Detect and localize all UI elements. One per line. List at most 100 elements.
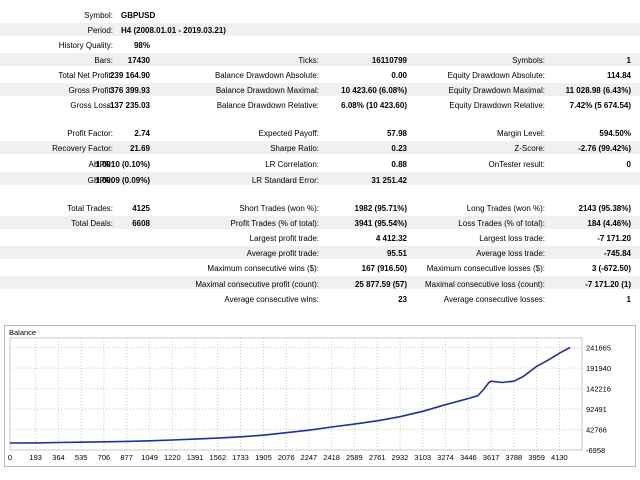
ghpr-value: 1.0009 (0.09%): [95, 176, 150, 185]
ahpr-label: AHPR:: [88, 160, 113, 169]
x-tick-label: 2932: [392, 453, 409, 462]
history-quality-value: 98%: [133, 41, 150, 50]
row-stripe: [0, 172, 640, 185]
y-tick-label: 142216: [586, 385, 611, 394]
x-tick-label: 1049: [141, 453, 158, 462]
x-tick-label: 2076: [278, 453, 295, 462]
x-tick-label: 3446: [460, 453, 477, 462]
sharpe-ratio-label: Sharpe Ratio:: [270, 144, 319, 153]
total-deals-label: Total Deals:: [71, 219, 113, 228]
gross-loss-label: Gross Loss:: [70, 101, 113, 110]
largest-profit-label: Largest profit trade:: [249, 234, 319, 243]
z-score-value: -2.76 (99.42%): [578, 144, 631, 153]
x-tick-label: 2418: [323, 453, 340, 462]
row-stripe: [0, 216, 640, 229]
loss-trades-label: Loss Trades (% of total):: [458, 219, 545, 228]
balance-chart: Balance 241665 191940 142216 92491 42766 -695…: [4, 325, 636, 467]
x-tick-label: 1562: [209, 453, 226, 462]
row-stripe: [0, 276, 640, 289]
net-profit-value: 239 164.90: [109, 71, 150, 80]
x-tick-label: 535: [75, 453, 88, 462]
row-stripe: [0, 23, 640, 36]
balance-dd-abs-label: Balance Drawdown Absolute:: [214, 71, 319, 80]
period-value: H4 (2008.01.01 - 2019.03.21): [121, 26, 226, 35]
gross-profit-label: Gross Profit:: [68, 86, 113, 95]
symbol-label: Symbol:: [84, 11, 113, 20]
average-consecutive-losses-value: 1: [626, 295, 631, 304]
x-tick-label: 3617: [483, 453, 500, 462]
gross-profit-value: 376 399.93: [109, 86, 150, 95]
average-profit-value: 95.51: [386, 249, 407, 258]
total-trades-value: 4125: [132, 204, 150, 213]
symbols-value: 1: [626, 56, 631, 65]
x-tick-label: 2247: [301, 453, 318, 462]
x-tick-label: 3274: [437, 453, 454, 462]
largest-profit-value: 4 412.32: [375, 234, 407, 243]
equity-dd-abs-label: Equity Drawdown Absolute:: [447, 71, 545, 80]
average-consecutive-wins-value: 23: [398, 295, 407, 304]
y-tick-label: 191940: [586, 364, 611, 373]
profit-factor-label: Profit Factor:: [67, 129, 113, 138]
maximal-consecutive-loss-value: -7 171.20 (1): [585, 280, 631, 289]
y-tick-label: 92491: [586, 405, 607, 414]
profit-trades-label: Profit Trades (% of total):: [230, 219, 319, 228]
long-trades-label: Long Trades (won %):: [466, 204, 545, 213]
maximal-consecutive-loss-label: Maximal consecutive loss (count):: [424, 280, 545, 289]
lr-correlation-label: LR Correlation:: [265, 160, 319, 169]
average-profit-label: Average profit trade:: [246, 249, 319, 258]
maximal-consecutive-profit-label: Maximal consecutive profit (count):: [195, 280, 319, 289]
y-tick-label: -6958: [586, 446, 605, 455]
balance-dd-rel-label: Balance Drawdown Relative:: [216, 101, 319, 110]
profit-trades-value: 3941 (95.54%): [354, 219, 407, 228]
gross-loss-value: -137 235.03: [107, 101, 150, 110]
max-consecutive-wins-value: 167 (916.50): [361, 264, 407, 273]
loss-trades-value: 184 (4.46%): [587, 219, 631, 228]
row-stripe: [0, 141, 640, 154]
ticks-label: Ticks:: [298, 56, 319, 65]
symbol-value: GBPUSD: [121, 11, 156, 20]
average-loss-value: -745.84: [603, 249, 631, 258]
long-trades-value: 2143 (95.38%): [578, 204, 631, 213]
expected-payoff-label: Expected Payoff:: [258, 129, 319, 138]
y-tick-label: 42766: [586, 426, 607, 435]
max-consecutive-losses-label: Maximum consecutive losses ($):: [426, 264, 545, 273]
margin-level-label: Margin Level:: [496, 129, 545, 138]
maximal-consecutive-profit-value: 25 877.59 (57): [354, 280, 407, 289]
max-consecutive-losses-value: 3 (-672.50): [591, 264, 631, 273]
largest-loss-value: -7 171.20: [597, 234, 631, 243]
ontester-label: OnTester result:: [488, 160, 545, 169]
equity-dd-rel-value: 7.42% (5 674.54): [569, 101, 631, 110]
plot-area: [9, 337, 583, 451]
equity-dd-rel-label: Equity Drawdown Relative:: [449, 101, 545, 110]
history-quality-label: History Quality:: [58, 41, 113, 50]
x-tick-label: 3103: [414, 453, 431, 462]
balance-dd-rel-value: 6.08% (10 423.60): [341, 101, 407, 110]
total-trades-label: Total Trades:: [67, 204, 113, 213]
bars-label: Bars:: [94, 56, 113, 65]
period-label: Period:: [87, 26, 113, 35]
y-tick-label: 241665: [586, 344, 611, 353]
x-tick-label: 193: [29, 453, 42, 462]
row-stripe: [0, 246, 640, 259]
x-tick-label: 4130: [551, 453, 568, 462]
recovery-factor-label: Recovery Factor:: [52, 144, 113, 153]
equity-dd-abs-value: 114.84: [606, 71, 631, 80]
max-consecutive-wins-label: Maximum consecutive wins ($):: [207, 264, 319, 273]
net-profit-label: Total Net Profit:: [58, 71, 113, 80]
chart-title: Balance: [9, 328, 37, 337]
ticks-value: 16110799: [371, 56, 407, 65]
average-loss-label: Average loss trade:: [476, 249, 545, 258]
sharpe-ratio-value: 0.23: [391, 144, 407, 153]
recovery-factor-value: 21.69: [129, 144, 150, 153]
x-tick-label: 1220: [164, 453, 181, 462]
short-trades-value: 1982 (95.71%): [354, 204, 407, 213]
x-tick-label: 2589: [346, 453, 363, 462]
x-tick-label: 364: [52, 453, 65, 462]
symbols-label: Symbols:: [512, 56, 545, 65]
x-tick-label: 1905: [255, 453, 272, 462]
x-tick-label: 2761: [369, 453, 386, 462]
expected-payoff-value: 57.98: [386, 129, 407, 138]
row-stripe: [0, 53, 640, 66]
margin-level-value: 594.50%: [599, 129, 631, 138]
x-tick-label: 0: [8, 453, 12, 462]
